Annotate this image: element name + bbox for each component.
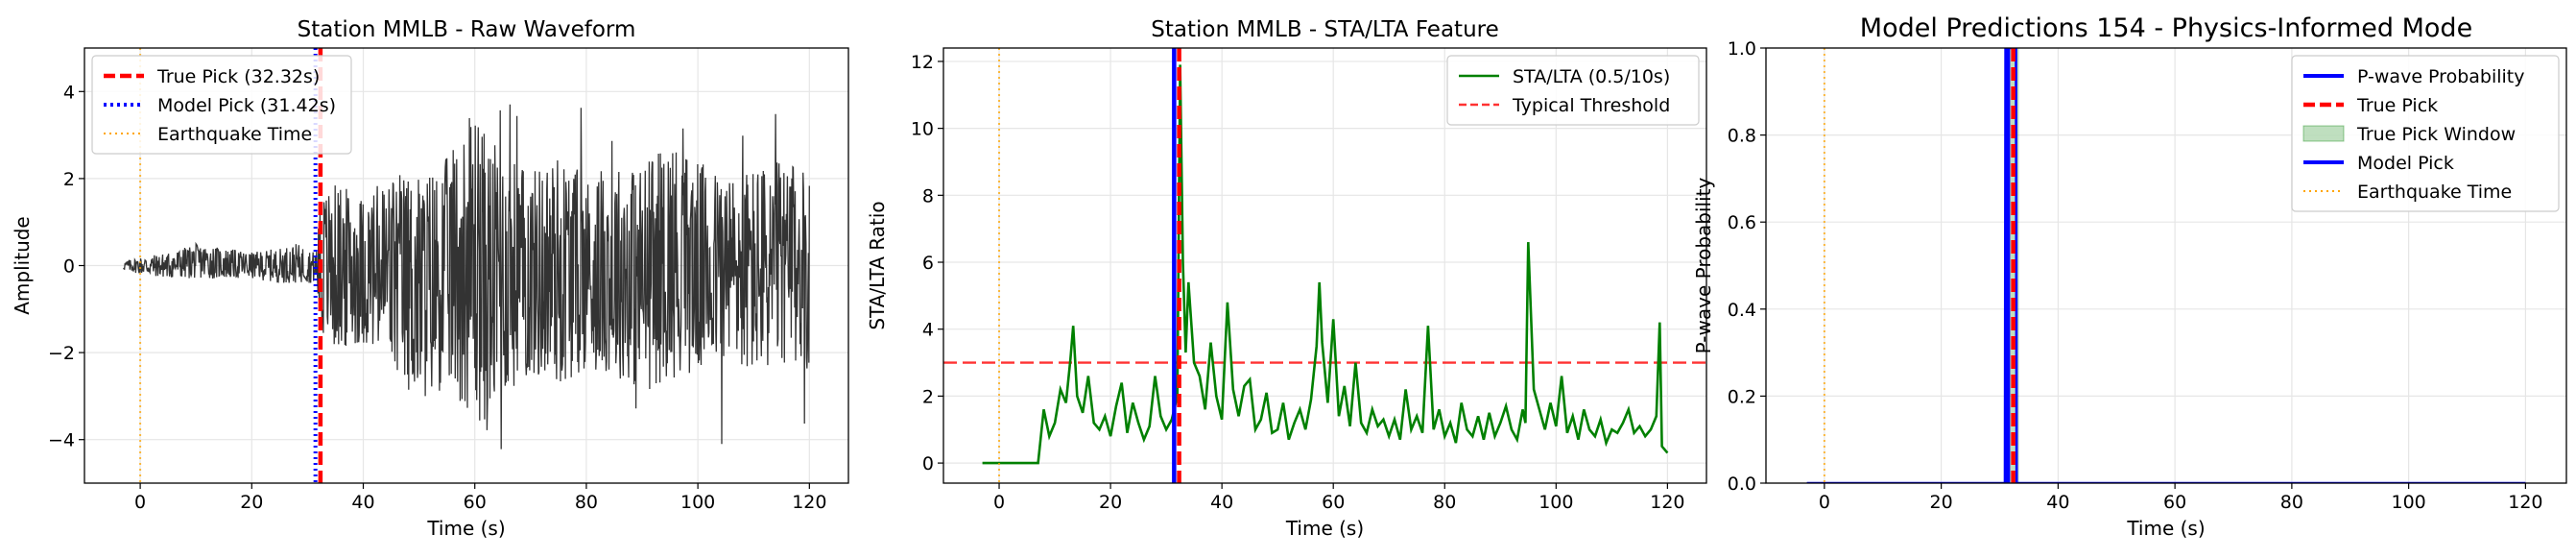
- legend-label: Earthquake Time: [157, 124, 312, 145]
- x-tick-label: 20: [1099, 492, 1122, 513]
- x-tick-label: 40: [2046, 492, 2069, 513]
- legend-label: True Pick: [2356, 95, 2438, 116]
- x-tick-label: 0: [993, 492, 1005, 513]
- plot-area: [123, 48, 810, 483]
- legend: P-wave Probability True Pick True Pick Win…: [2291, 55, 2560, 212]
- x-tick-label: 120: [2508, 492, 2542, 513]
- x-tick-label: 100: [680, 492, 715, 513]
- legend-label: Model Pick (31.42s): [157, 95, 336, 116]
- panel-raw-waveform: 0 20 40 60 80 100 120 −4 −2 0 2 4 Station MMLB - Raw…: [11, 17, 849, 540]
- y-tick-label: 6: [922, 253, 934, 274]
- x-tick-label: 40: [1210, 492, 1233, 513]
- legend-label: Model Pick: [2357, 153, 2454, 174]
- panel-model-predictions: 0 20 40 60 80 100 120 0.0 0.2 0.4 0.6 0.8 1.0 Model P…: [1692, 13, 2567, 540]
- legend-swatch: [2302, 125, 2345, 142]
- y-axis-label: P-wave Probability: [1692, 178, 1715, 354]
- y-tick-label: −2: [48, 343, 75, 364]
- y-tick-label: 0.0: [1728, 474, 1756, 495]
- y-tick-label: 0: [63, 256, 75, 278]
- legend-box: [91, 55, 352, 155]
- legend-label: P-wave Probability: [2357, 66, 2525, 87]
- y-tick-label: 4: [922, 320, 934, 341]
- panel-sta-lta: 0 20 40 60 80 100 120 0 2 4 6 8 10 12 Station MMLB - S…: [866, 17, 1707, 540]
- y-tick-label: 1.0: [1728, 38, 1756, 60]
- chart-title: Station MMLB - STA/LTA Feature: [1151, 17, 1499, 42]
- x-axis-label: Time (s): [426, 517, 505, 540]
- legend-label: STA/LTA (0.5/10s): [1513, 66, 1670, 87]
- chart-title: Model Predictions 154 - Physics-Informed…: [1860, 13, 2472, 43]
- legend-label: True Pick (32.32s): [156, 66, 320, 87]
- y-tick-label: 8: [922, 185, 934, 207]
- legend-label: Earthquake Time: [2357, 182, 2512, 203]
- axes-frame: [1765, 47, 2567, 484]
- plot-area: [943, 48, 1706, 483]
- y-tick-label: 4: [63, 82, 75, 103]
- x-tick-label: 120: [1650, 492, 1684, 513]
- x-tick-label: 40: [351, 492, 374, 513]
- legend-box: [2291, 55, 2560, 212]
- y-axis-label: Amplitude: [11, 216, 34, 315]
- y-tick-label: 10: [911, 119, 934, 140]
- x-tick-label: 80: [2280, 492, 2303, 513]
- x-tick-label: 20: [1930, 492, 1953, 513]
- legend: True Pick (32.32s) Model Pick (31.42s) Ear…: [91, 55, 352, 155]
- x-tick-label: 0: [1819, 492, 1830, 513]
- waveform-series-line: [123, 104, 810, 450]
- chart-title: Station MMLB - Raw Waveform: [298, 17, 636, 42]
- y-tick-label: 0.2: [1728, 386, 1756, 407]
- y-tick-label: 2: [63, 169, 75, 190]
- x-tick-label: 100: [2392, 492, 2426, 513]
- x-tick-label: 20: [240, 492, 263, 513]
- x-tick-label: 80: [1433, 492, 1456, 513]
- x-tick-label: 0: [134, 492, 146, 513]
- x-tick-label: 60: [464, 492, 487, 513]
- x-tick-label: 80: [575, 492, 598, 513]
- plot-area: [1806, 48, 2526, 483]
- y-tick-label: 0.6: [1728, 212, 1756, 233]
- x-tick-label: 120: [792, 492, 826, 513]
- y-tick-label: 0.8: [1728, 126, 1756, 147]
- x-tick-label: 60: [2163, 492, 2186, 513]
- y-tick-label: 0: [922, 453, 934, 474]
- x-tick-label: 60: [1322, 492, 1345, 513]
- legend-label: True Pick Window: [2356, 124, 2516, 145]
- legend-box: [1446, 55, 1700, 126]
- axes-frame: [942, 47, 1707, 484]
- y-axis-label: STA/LTA Ratio: [866, 201, 889, 329]
- y-tick-label: 0.4: [1728, 300, 1756, 321]
- series-line-0: [982, 64, 1669, 465]
- y-tick-label: 2: [922, 386, 934, 407]
- y-tick-label: −4: [48, 430, 75, 451]
- x-axis-label: Time (s): [2126, 517, 2205, 540]
- legend-label: Typical Threshold: [1512, 95, 1670, 116]
- x-tick-label: 100: [1538, 492, 1573, 513]
- x-axis-label: Time (s): [1285, 517, 1364, 540]
- legend: STA/LTA (0.5/10s) Typical Threshold: [1446, 55, 1700, 126]
- y-tick-label: 12: [911, 52, 934, 73]
